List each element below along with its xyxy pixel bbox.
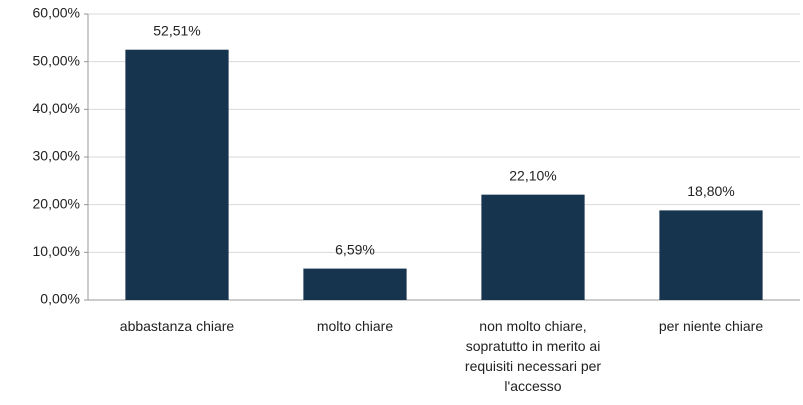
y-tick-label: 50,00% bbox=[33, 52, 80, 68]
y-tick-label: 30,00% bbox=[33, 148, 80, 164]
bar bbox=[481, 194, 585, 300]
y-tick-label: 10,00% bbox=[33, 243, 80, 259]
x-tick-label: per niente chiare bbox=[658, 318, 764, 334]
bar bbox=[125, 49, 229, 300]
value-label: 52,51% bbox=[153, 22, 200, 38]
value-label: 6,59% bbox=[335, 241, 375, 257]
y-tick-label: 0,00% bbox=[40, 291, 80, 307]
y-tick-label: 60,00% bbox=[33, 5, 80, 21]
x-tick-label: molto chiare bbox=[316, 318, 394, 334]
value-label: 18,80% bbox=[687, 183, 734, 199]
x-tick-label: non molto chiare, sopratutto in merito a… bbox=[464, 318, 602, 394]
x-tick-label: abbastanza chiare bbox=[119, 318, 235, 334]
value-label: 22,10% bbox=[509, 167, 556, 183]
y-tick-label: 20,00% bbox=[33, 195, 80, 211]
bar bbox=[303, 268, 407, 300]
bar bbox=[659, 210, 763, 300]
y-tick-label: 40,00% bbox=[33, 100, 80, 116]
